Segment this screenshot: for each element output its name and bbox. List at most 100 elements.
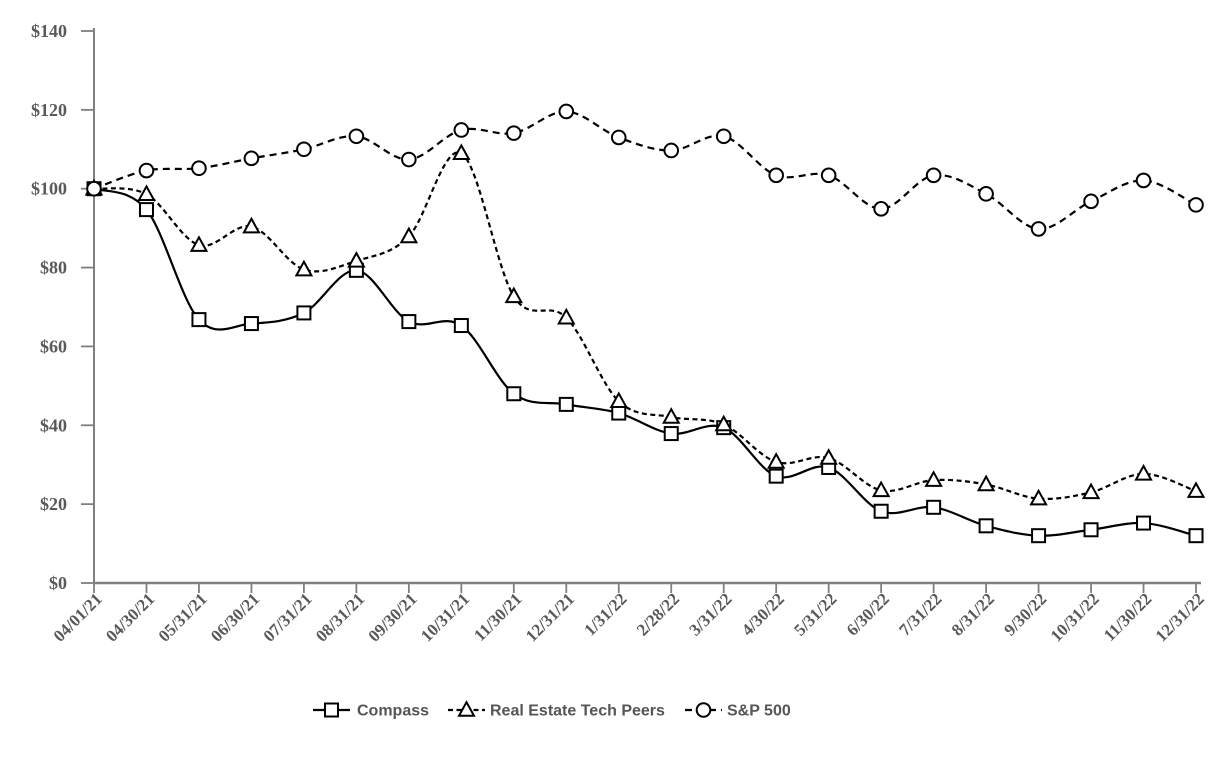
y-tick-label: $20	[40, 494, 67, 514]
marker-triangle-icon	[242, 216, 261, 234]
x-tick-label: 2/28/22	[633, 589, 683, 639]
x-tick-label: 10/31/22	[1047, 589, 1103, 645]
x-tick-label: 08/31/21	[312, 589, 368, 645]
x-tick-label: 7/31/22	[895, 589, 945, 639]
marker-square-icon	[191, 312, 207, 328]
marker-triangle-icon	[399, 226, 419, 244]
marker-circle-icon	[1030, 221, 1047, 237]
y-tick-label: $80	[40, 258, 67, 278]
marker-triangle-icon	[557, 307, 576, 325]
marker-circle-icon	[1135, 172, 1152, 189]
x-tick-label: 3/31/22	[685, 589, 735, 639]
marker-triangle-icon	[347, 250, 366, 268]
marker-triangle-icon	[1186, 481, 1206, 498]
marker-square-icon	[453, 318, 469, 334]
x-tick-label: 5/31/22	[790, 589, 840, 639]
marker-triangle-icon	[819, 448, 838, 465]
series-line-compass	[93, 187, 1197, 537]
marker-circle-icon	[873, 201, 889, 217]
marker-circle-icon	[558, 103, 575, 120]
x-tick-label: 06/30/21	[207, 589, 263, 645]
series-line-s-p-500	[93, 110, 1197, 231]
x-tick-label: 04/30/21	[102, 589, 158, 645]
series-markers-s-p-500	[86, 103, 1204, 237]
marker-triangle-icon	[137, 184, 156, 202]
marker-triangle-icon	[924, 470, 943, 487]
legend-item-real-estate-tech-peers: Real Estate Tech Peers	[448, 700, 665, 720]
marker-square-icon	[663, 426, 679, 442]
marker-triangle-icon	[609, 391, 628, 409]
marker-square-icon	[296, 305, 312, 321]
marker-circle-icon	[86, 180, 102, 197]
marker-triangle-icon	[504, 286, 524, 304]
x-tick-label: 09/30/21	[365, 589, 421, 645]
marker-square-icon	[558, 396, 574, 412]
marker-triangle-icon	[662, 407, 681, 424]
marker-circle-icon	[348, 128, 365, 145]
marker-circle-icon	[453, 122, 470, 138]
legend-label: S&P 500	[727, 703, 791, 720]
marker-triangle-icon	[452, 143, 471, 161]
marker-circle-icon	[820, 167, 837, 184]
marker-triangle-icon	[294, 259, 314, 277]
marker-square-icon	[243, 316, 259, 332]
legend-label: Compass	[357, 703, 429, 720]
marker-circle-icon	[610, 129, 627, 146]
marker-triangle-icon	[766, 452, 786, 469]
marker-triangle-icon	[1134, 463, 1153, 481]
legend-label: Real Estate Tech Peers	[490, 703, 665, 720]
legend-triangle-icon	[457, 700, 476, 717]
marker-triangle-icon	[871, 480, 891, 498]
marker-circle-icon	[925, 167, 942, 184]
marker-circle-icon	[506, 125, 522, 141]
marker-circle-icon	[191, 160, 207, 177]
marker-circle-icon	[296, 141, 312, 158]
y-tick-label: $60	[40, 336, 67, 356]
x-tick-label: 12/31/22	[1152, 589, 1208, 645]
x-tick-label: 8/31/22	[948, 589, 998, 639]
x-tick-label: 12/31/21	[522, 589, 578, 645]
y-tick-label: $40	[40, 415, 67, 435]
x-tick-label: 11/30/22	[1100, 589, 1156, 645]
x-tick-label: 05/31/21	[155, 589, 211, 645]
marker-circle-icon	[663, 142, 680, 159]
x-tick-label: 6/30/22	[843, 589, 893, 639]
x-tick-label: 1/31/22	[580, 589, 630, 639]
x-tick-label: 10/31/21	[417, 589, 473, 645]
y-tick-label: $100	[31, 179, 67, 199]
series-line-real-estate-tech-peers	[93, 151, 1197, 500]
x-tick-label: 9/30/22	[1000, 589, 1050, 639]
series-markers-compass	[86, 181, 1204, 544]
marker-square-icon	[926, 499, 942, 515]
marker-square-icon	[401, 314, 417, 330]
marker-circle-icon	[768, 167, 784, 184]
chart-legend: Compass Real Estate Tech Peers S&P 500	[313, 700, 791, 720]
marker-square-icon	[138, 202, 154, 218]
legend-circle-icon	[695, 702, 712, 718]
marker-square-icon	[611, 405, 627, 421]
marker-circle-icon	[401, 151, 417, 168]
marker-circle-icon	[1188, 197, 1204, 213]
marker-triangle-icon	[714, 414, 733, 432]
marker-circle-icon	[715, 128, 732, 145]
marker-square-icon	[978, 518, 994, 534]
marker-circle-icon	[243, 150, 260, 167]
y-tick-label: $140	[31, 21, 67, 41]
marker-triangle-icon	[189, 235, 209, 252]
x-tick-label: 4/30/22	[738, 589, 788, 639]
marker-circle-icon	[978, 186, 994, 202]
x-tick-label: 07/31/21	[260, 589, 316, 645]
x-tick-label: 11/30/21	[470, 589, 526, 645]
x-tick-label: 04/01/21	[50, 589, 106, 645]
marker-square-icon	[1083, 522, 1099, 538]
legend-square-icon	[324, 702, 339, 718]
y-tick-label: $0	[49, 573, 67, 593]
legend-item-compass: Compass	[313, 702, 429, 720]
marker-square-icon	[1031, 528, 1047, 544]
marker-square-icon	[1188, 528, 1204, 544]
legend-item-s-p-500: S&P 500	[685, 702, 791, 720]
marker-square-icon	[873, 503, 889, 519]
y-tick-label: $120	[31, 100, 67, 120]
